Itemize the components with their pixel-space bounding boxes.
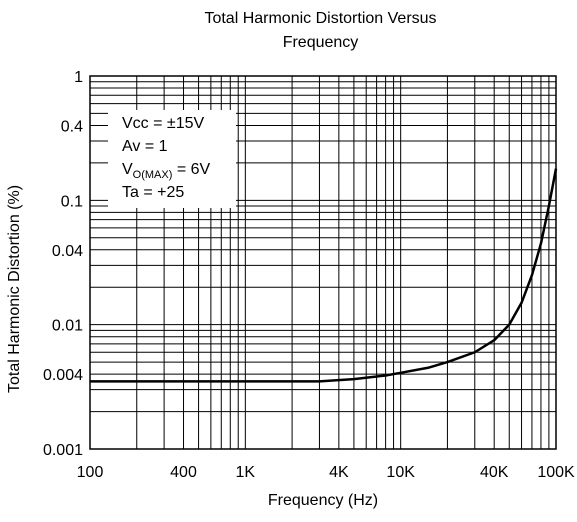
x-axis-label: Frequency (Hz) <box>267 492 379 509</box>
condition-vcc: Vcc = ±15V <box>122 115 204 132</box>
y-tick-label: 1 <box>74 69 83 86</box>
y-tick-label: 0.1 <box>61 193 83 210</box>
y-tick-label: 0.4 <box>61 118 83 135</box>
series-line <box>90 168 558 383</box>
chart-title: Total Harmonic Distortion Versus <box>204 10 437 27</box>
x-tick-label: 10K <box>386 464 415 481</box>
x-tick-label: 1K <box>236 464 256 481</box>
condition-ta: Ta = +25 <box>122 184 184 201</box>
x-tick-label: 100K <box>537 464 575 481</box>
x-tick-label: 400 <box>170 464 197 481</box>
condition-av: Av = 1 <box>122 138 168 155</box>
plot-frame <box>89 75 557 450</box>
series <box>90 168 558 383</box>
condition-vo: VO(MAX) = 6V <box>122 161 211 181</box>
x-tick-label: 100 <box>77 464 104 481</box>
x-tick-label: 40K <box>480 464 509 481</box>
y-tick-label: 0.01 <box>52 318 83 335</box>
condition-vo-value: = 6V <box>172 161 210 178</box>
y-tick-label: 0.04 <box>52 243 83 260</box>
x-tick-label: 4K <box>329 464 349 481</box>
chart-title-line-2: Frequency <box>282 34 359 51</box>
condition-vo-subscript: O(MAX) <box>133 169 173 181</box>
tick-labels: 100 400 1K 4K 10K 40K 100K 1 0.4 0.1 0.04 0.01 0.004… <box>43 69 575 481</box>
y-tick-label: 0.001 <box>43 442 83 459</box>
condition-vo-main: V <box>122 161 133 178</box>
conditions-background <box>108 110 236 208</box>
y-axis-label: Total Harmonic Distortion (%) <box>6 184 23 393</box>
test-conditions: Vcc = ±15V Av = 1 VO(MAX) = 6V Ta = +25 <box>108 110 236 208</box>
y-tick-label: 0.004 <box>43 367 83 384</box>
